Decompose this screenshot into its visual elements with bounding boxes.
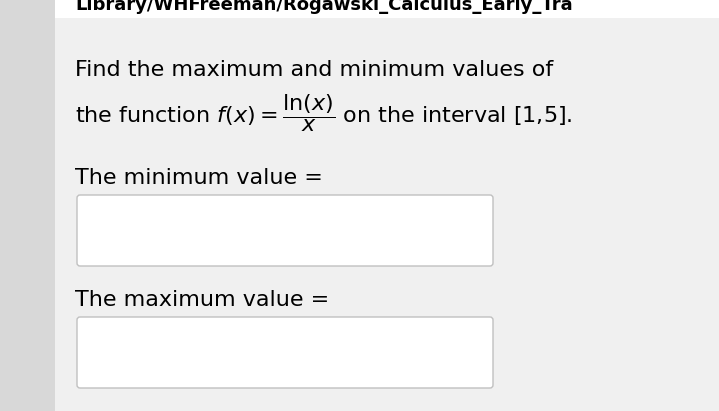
FancyBboxPatch shape [55,0,719,411]
FancyBboxPatch shape [77,317,493,388]
Text: the function $f(x) = \dfrac{\ln(x)}{x}$ on the interval [1,5].: the function $f(x) = \dfrac{\ln(x)}{x}$ … [75,92,572,134]
Text: The maximum value =: The maximum value = [75,290,329,310]
Text: The minimum value =: The minimum value = [75,168,323,188]
Text: Library/WHFreeman/Rogawski_Calculus_Early_Tra: Library/WHFreeman/Rogawski_Calculus_Earl… [75,0,572,14]
Text: Find the maximum and minimum values of: Find the maximum and minimum values of [75,60,553,80]
FancyBboxPatch shape [77,195,493,266]
Bar [55,0,719,18]
